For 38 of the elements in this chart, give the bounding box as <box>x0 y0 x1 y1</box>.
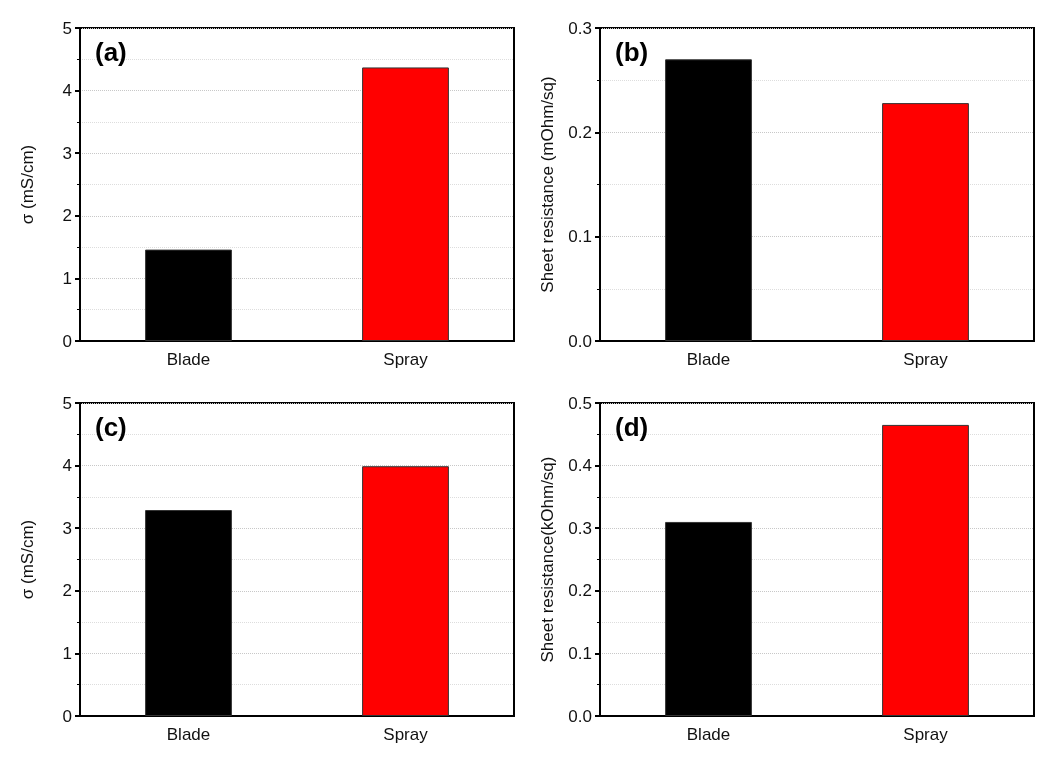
y-tick-label: 2 <box>62 206 72 226</box>
x-tick-label: Spray <box>383 725 429 744</box>
chart-title: (a) <box>95 37 127 67</box>
y-axis-title: Sheet resistance(kOhm/sq) <box>538 456 557 663</box>
x-tick-label: Blade <box>166 350 211 369</box>
y-tick-label: 0.5 <box>568 393 592 413</box>
y-tick-label: 1 <box>62 268 72 288</box>
y-tick-label: 5 <box>62 393 72 413</box>
y-axis-title: σ (mS/cm) <box>18 144 37 225</box>
x-tick-label: Blade <box>686 350 731 369</box>
y-tick-label: 0 <box>62 706 72 726</box>
x-tick-label: Blade <box>166 725 211 744</box>
y-tick-label: 4 <box>62 81 72 101</box>
y-tick-label: 0 <box>62 331 72 351</box>
x-tick-label: Spray <box>383 350 429 369</box>
x-tick-label: Spray <box>903 725 949 744</box>
y-tick-label: 0.3 <box>568 518 592 538</box>
y-axis-title: σ (mS/cm) <box>18 519 37 600</box>
y-tick-label: 0.4 <box>568 456 592 476</box>
y-tick-label: 5 <box>62 18 72 38</box>
y-tick-label: 0.2 <box>568 581 592 601</box>
y-tick-label: 4 <box>62 456 72 476</box>
y-axis-title: Sheet resistance (mOhm/sq) <box>538 76 557 293</box>
chart-title: (d) <box>615 412 649 442</box>
chart-title: (b) <box>615 37 649 67</box>
y-tick-label: 0.1 <box>568 643 592 663</box>
y-tick-label: 0.1 <box>568 227 592 247</box>
y-tick-label: 0.3 <box>568 18 592 38</box>
y-tick-label: 0.2 <box>568 122 592 142</box>
y-tick-label: 0.0 <box>568 706 592 726</box>
y-tick-label: 2 <box>62 581 72 601</box>
y-tick-label: 0.0 <box>568 331 592 351</box>
x-tick-label: Spray <box>903 350 949 369</box>
y-tick-label: 3 <box>62 518 72 538</box>
y-tick-label: 3 <box>62 143 72 163</box>
chart-title: (c) <box>95 412 127 442</box>
y-tick-label: 1 <box>62 643 72 663</box>
x-tick-label: Blade <box>686 725 731 744</box>
